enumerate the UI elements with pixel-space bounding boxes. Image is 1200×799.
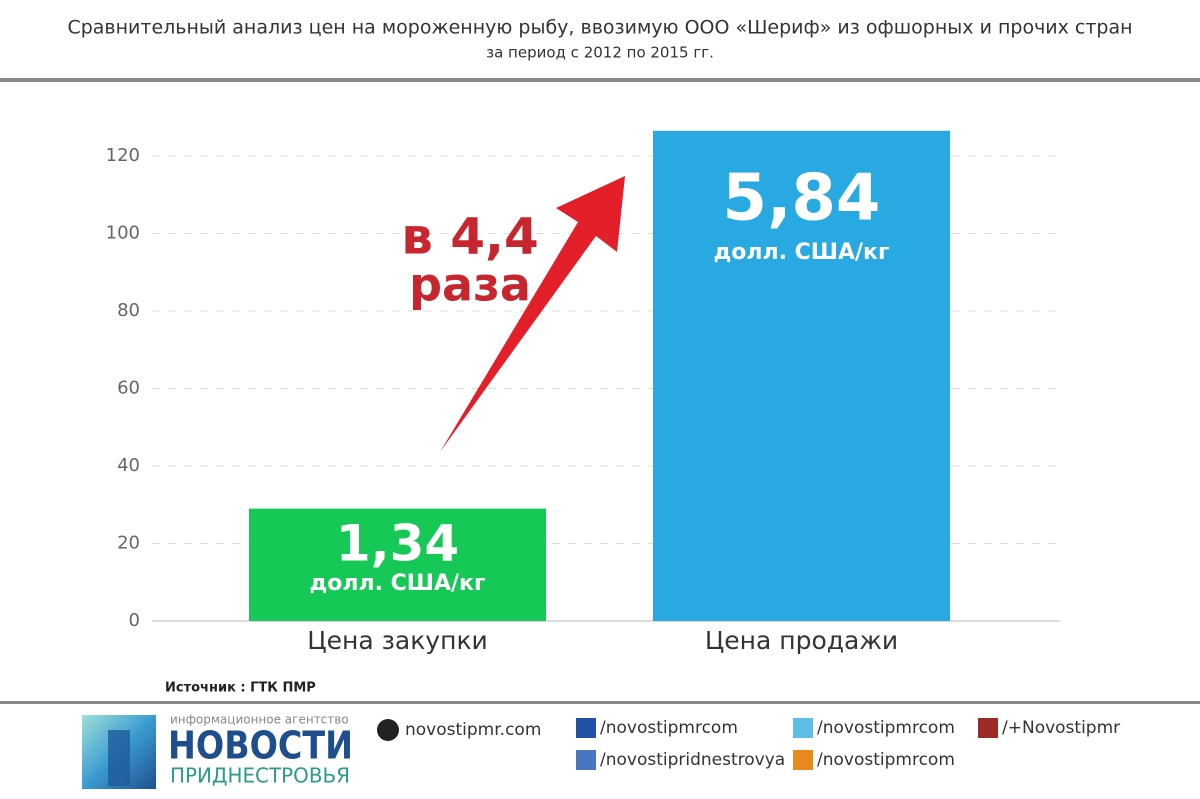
y-tick-label: 100 (106, 223, 140, 244)
bar (249, 508, 546, 621)
chart-subtitle: за период с 2012 по 2015 гг. (486, 44, 714, 62)
y-tick-label: 80 (117, 300, 140, 321)
y-tick-label: 120 (106, 145, 140, 166)
link[interactable]: /novostipmrcom (817, 750, 955, 770)
link[interactable]: /novostipmrcom (600, 718, 738, 738)
y-tick-label: 60 (117, 378, 140, 399)
source: Источник : ГТК ПМР (165, 681, 316, 696)
logo-mark (108, 730, 130, 786)
bar (653, 130, 950, 621)
link[interactable]: /novostipmrcom (817, 718, 955, 738)
brand-title: НОВОСТИ (168, 724, 353, 768)
arrow (440, 176, 625, 452)
x-tick-label: Цена продажи (705, 626, 898, 655)
brand-caption: информационное агентство (170, 713, 349, 727)
ok-icon (793, 750, 813, 770)
link[interactable]: novostipmr.com (405, 720, 541, 740)
link[interactable]: /+Novostipmr (1002, 718, 1120, 738)
bar-label-unit: долл. США/кг (310, 571, 486, 596)
chart-title: Сравнительный анализ цен на мороженную р… (67, 17, 1132, 39)
plot: 0 20 40 60 80 100 120 Цена закупки Цена продажи 1… (106, 130, 1060, 655)
twitter-icon (793, 718, 813, 738)
bar-label: 1,34 (336, 515, 459, 573)
y-tick-label: 40 (117, 455, 140, 476)
y-tick-label: 0 (129, 610, 140, 631)
annotation: раза (409, 258, 531, 312)
divider (0, 78, 1200, 82)
link[interactable]: /novostipridnestrovya (600, 750, 785, 770)
facebook-icon (576, 718, 596, 738)
bar-label: 5,84 (723, 162, 881, 236)
x-tick-label: Цена закупки (307, 626, 488, 655)
web-icon (377, 719, 399, 741)
y-tick-label: 20 (117, 533, 140, 554)
gplus-icon (978, 718, 998, 738)
divider (0, 701, 1200, 704)
annotation: в 4,4 (401, 208, 539, 266)
brand-subtitle: ПРИДНЕСТРОВЬЯ (170, 764, 350, 788)
bar-label-unit: долл. США/кг (714, 240, 890, 265)
vk-icon (576, 750, 596, 770)
